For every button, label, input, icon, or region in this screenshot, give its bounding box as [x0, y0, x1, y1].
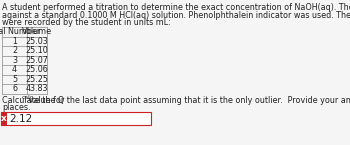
Text: Volume: Volume	[22, 27, 52, 36]
Text: against a standard 0.1000 M HCl(aq) solution. Phenolphthalein indicator was used: against a standard 0.1000 M HCl(aq) solu…	[2, 10, 350, 19]
Text: 25.25: 25.25	[26, 75, 48, 84]
Text: A student performed a titration to determine the exact concentration of NaOH(aq): A student performed a titration to deter…	[2, 3, 350, 12]
Text: 5: 5	[12, 75, 17, 84]
Text: 43.83: 43.83	[26, 84, 48, 93]
Text: x: x	[1, 114, 7, 123]
Text: 1: 1	[12, 37, 17, 46]
Text: calc: calc	[22, 95, 34, 100]
Text: 2: 2	[12, 46, 17, 55]
Text: 2.12: 2.12	[9, 114, 32, 124]
Text: were recorded by the student in units mL:: were recorded by the student in units mL…	[2, 18, 170, 27]
Text: Calculate the Q: Calculate the Q	[2, 96, 64, 105]
Bar	[1, 112, 151, 125]
Text: 25.07: 25.07	[26, 56, 48, 65]
Text: 6: 6	[12, 84, 17, 93]
Text: 25.10: 25.10	[26, 46, 48, 55]
Text: 25.03: 25.03	[26, 37, 48, 46]
Text: Trial Number: Trial Number	[0, 27, 40, 36]
Text: 3: 3	[12, 56, 17, 65]
Bar	[1, 112, 7, 125]
Text: value for the last data point assuming that it is the only outlier.  Provide you: value for the last data point assuming t…	[26, 96, 350, 105]
Text: 25.06: 25.06	[26, 65, 48, 74]
Text: places.: places.	[2, 104, 30, 113]
Text: 4: 4	[12, 65, 17, 74]
